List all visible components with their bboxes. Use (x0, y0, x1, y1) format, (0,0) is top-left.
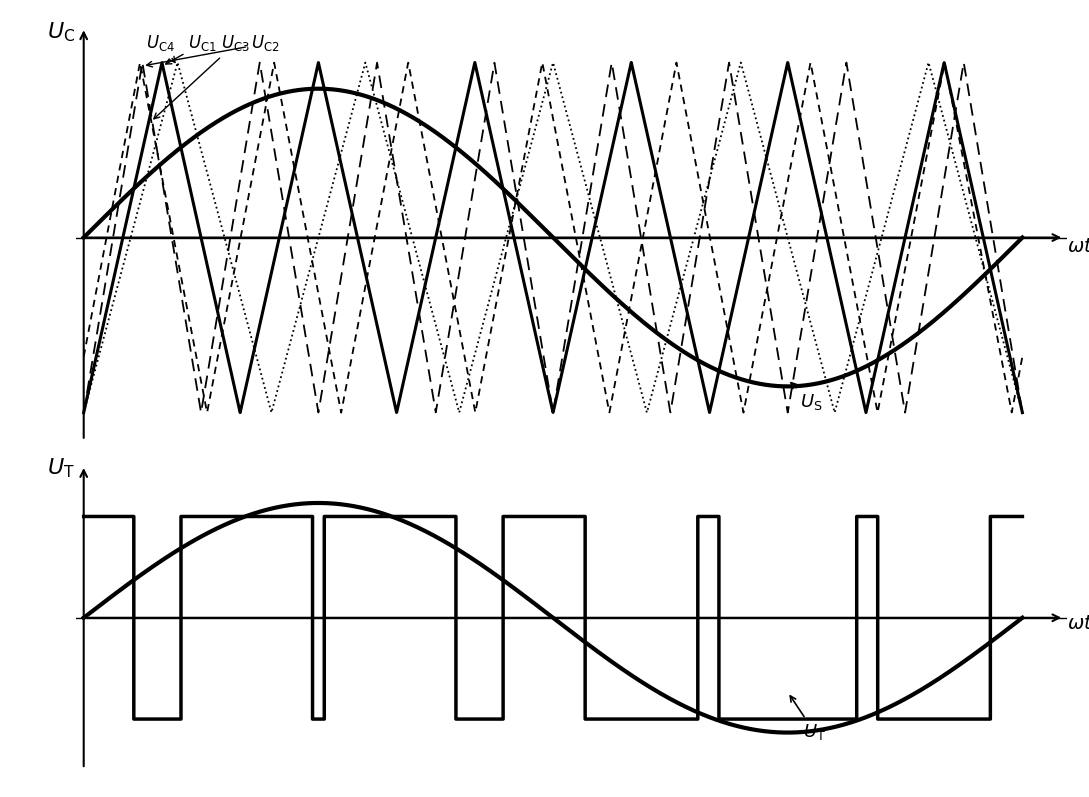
Text: $\omega t$: $\omega t$ (1067, 237, 1089, 256)
Text: $U_{\mathrm{C}}$: $U_{\mathrm{C}}$ (47, 20, 75, 44)
Text: $U_{\mathrm{S}}$: $U_{\mathrm{S}}$ (791, 383, 822, 412)
Text: $U_{\mathrm{T}}$: $U_{\mathrm{T}}$ (791, 696, 825, 742)
Text: $U_{\mathrm{C1}}$: $U_{\mathrm{C1}}$ (166, 33, 217, 64)
Text: $U_{\mathrm{C4}}$: $U_{\mathrm{C4}}$ (146, 33, 175, 62)
Text: $U_{\mathrm{C3}}$: $U_{\mathrm{C3}}$ (154, 33, 249, 119)
Text: $\omega t$: $\omega t$ (1067, 614, 1089, 633)
Text: $U_{\mathrm{C2}}$: $U_{\mathrm{C2}}$ (147, 33, 280, 67)
Text: $U_{\mathrm{T}}$: $U_{\mathrm{T}}$ (48, 457, 75, 481)
